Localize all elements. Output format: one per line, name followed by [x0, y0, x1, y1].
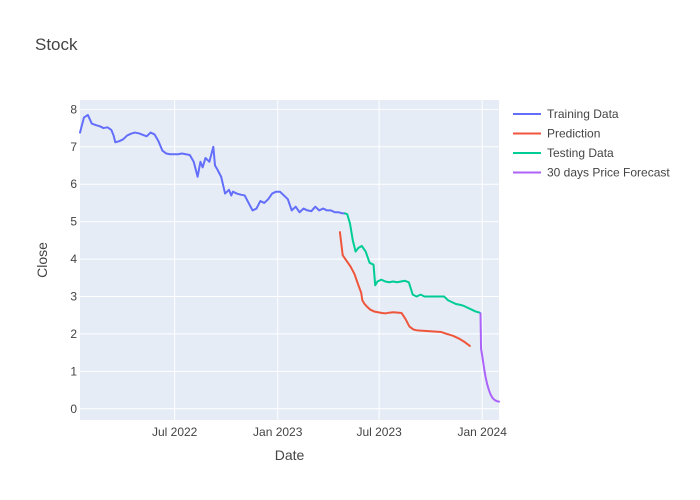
legend-label: 30 days Price Forecast [547, 166, 670, 180]
legend: Training Data Prediction Testing Data 30 da… [513, 107, 670, 180]
series-lines [79, 113, 500, 403]
chart-title: Stock [35, 35, 78, 54]
y-tick-label: 6 [70, 177, 77, 191]
series-line-1 [338, 231, 471, 347]
series-line-2 [343, 212, 482, 315]
x-tick-label: Jan 2023 [253, 425, 303, 439]
series-line-3 [479, 312, 500, 403]
legend-label: Training Data [547, 107, 619, 121]
series-line-0 [79, 113, 346, 215]
y-tick-label: 3 [70, 289, 77, 303]
y-tick-label: 5 [70, 215, 77, 229]
x-axis-title: Date [275, 447, 305, 463]
x-tick-label: Jul 2022 [152, 425, 198, 439]
y-tick-label: 0 [70, 402, 77, 416]
x-tick-label: Jul 2023 [356, 425, 402, 439]
legend-label: Prediction [547, 127, 600, 141]
y-tick-label: 4 [70, 252, 77, 266]
plot-area [80, 100, 499, 420]
x-tick-label: Jan 2024 [457, 425, 507, 439]
y-axis-title: Close [34, 242, 50, 278]
axis-ticks: 0 1 2 3 4 5 6 7 8 Jul 2022 Jan 2023 Jul 2023 Jan 202… [70, 102, 507, 439]
y-tick-label: 1 [70, 364, 77, 378]
grid-lines [80, 100, 499, 420]
y-tick-label: 2 [70, 327, 77, 341]
y-tick-label: 7 [70, 140, 77, 154]
y-tick-label: 8 [70, 102, 77, 116]
legend-label: Testing Data [547, 146, 614, 160]
